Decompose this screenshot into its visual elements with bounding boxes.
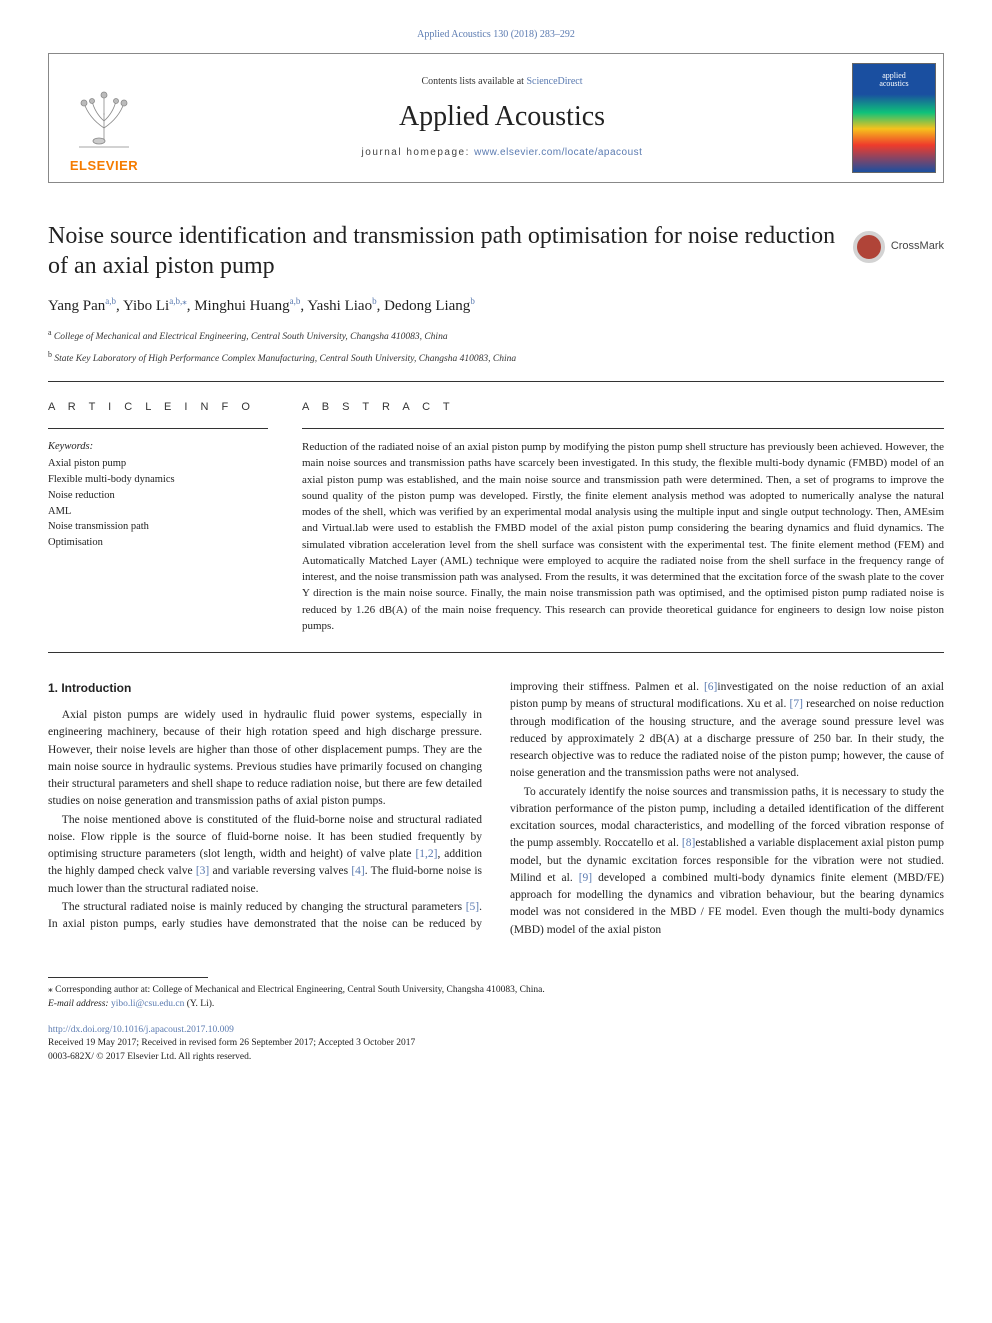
email-link[interactable]: yibo.li@csu.edu.cn xyxy=(111,999,184,1009)
doi-block: http://dx.doi.org/10.1016/j.apacoust.201… xyxy=(48,1024,944,1065)
footnote-divider xyxy=(48,977,208,978)
abstract-text: Reduction of the radiated noise of an ax… xyxy=(302,439,944,634)
homepage-link[interactable]: www.elsevier.com/locate/apacoust xyxy=(474,147,642,158)
corresponding-marker: ⁎ xyxy=(182,296,187,306)
paragraph: Axial piston pumps are widely used in hy… xyxy=(48,707,482,811)
article-title: Noise source identification and transmis… xyxy=(48,221,841,281)
crossmark-label: CrossMark xyxy=(891,239,944,255)
text-run: and variable reversing valves xyxy=(209,865,351,877)
affil-marker: a,b xyxy=(290,296,301,306)
keyword: Noise transmission path xyxy=(48,519,268,535)
email-person: (Y. Li). xyxy=(184,999,214,1009)
footnotes: ⁎ Corresponding author at: College of Me… xyxy=(48,984,944,1012)
cover-label-bottom: acoustics xyxy=(879,80,908,89)
text-run: The structural radiated noise is mainly … xyxy=(62,901,466,913)
sciencedirect-link[interactable]: ScienceDirect xyxy=(526,76,582,87)
issn-line: 0003-682X/ © 2017 Elsevier Ltd. All righ… xyxy=(48,1051,944,1065)
citation-link[interactable]: [8] xyxy=(682,837,695,849)
keywords-list: Axial piston pump Flexible multi-body dy… xyxy=(48,456,268,551)
cover-thumbnail: applied acoustics xyxy=(852,63,936,173)
affil-marker: a,b, xyxy=(169,296,182,306)
divider xyxy=(302,428,944,429)
paragraph: To accurately identify the noise sources… xyxy=(510,784,944,939)
citation-link[interactable]: [7] xyxy=(790,698,803,710)
publisher-logo: ELSEVIER xyxy=(49,54,159,182)
citation-link[interactable]: [1,2] xyxy=(415,848,437,860)
email-footnote: E-mail address: yibo.li@csu.edu.cn (Y. L… xyxy=(48,998,944,1012)
section-heading: 1. Introduction xyxy=(48,679,482,697)
contents-line: Contents lists available at ScienceDirec… xyxy=(421,75,582,90)
author-list: Yang Pana,b, Yibo Lia,b,⁎, Minghui Huang… xyxy=(48,295,944,318)
abstract-column: A B S T R A C T Reduction of the radiate… xyxy=(302,400,944,634)
author: Minghui Huang xyxy=(194,298,289,314)
doi-link[interactable]: http://dx.doi.org/10.1016/j.apacoust.201… xyxy=(48,1024,944,1038)
crossmark-badge[interactable]: CrossMark xyxy=(853,227,944,267)
article-info-column: A R T I C L E I N F O Keywords: Axial pi… xyxy=(48,400,268,634)
publisher-brand: ELSEVIER xyxy=(70,157,138,176)
text-run: researched on noise reduction through mo… xyxy=(510,698,944,779)
masthead: ELSEVIER Contents lists available at Sci… xyxy=(48,53,944,183)
affil-marker: b xyxy=(470,296,475,306)
elsevier-tree-icon xyxy=(69,83,139,153)
affiliation-text: State Key Laboratory of High Performance… xyxy=(54,354,516,364)
journal-cover: applied acoustics xyxy=(845,54,943,182)
divider xyxy=(48,428,268,429)
corresponding-footnote: ⁎ Corresponding author at: College of Me… xyxy=(48,984,944,998)
crossmark-icon xyxy=(853,231,885,263)
paragraph: The noise mentioned above is constituted… xyxy=(48,812,482,898)
received-line: Received 19 May 2017; Received in revise… xyxy=(48,1037,944,1051)
citation-link[interactable]: [6] xyxy=(704,681,717,693)
journal-name: Applied Acoustics xyxy=(399,97,605,138)
divider xyxy=(48,381,944,382)
affiliation-text: College of Mechanical and Electrical Eng… xyxy=(54,332,448,342)
author: Yibo Li xyxy=(123,298,169,314)
divider xyxy=(48,652,944,653)
affiliation-a: a College of Mechanical and Electrical E… xyxy=(48,327,944,345)
keyword: AML xyxy=(48,504,268,520)
keyword: Optimisation xyxy=(48,535,268,551)
homepage-prefix: journal homepage: xyxy=(362,147,475,158)
running-citation: Applied Acoustics 130 (2018) 283–292 xyxy=(48,28,944,43)
abstract-label: A B S T R A C T xyxy=(302,400,944,416)
keyword: Noise reduction xyxy=(48,488,268,504)
citation-link[interactable]: [3] xyxy=(196,865,209,877)
citation-link[interactable]: [9] xyxy=(579,872,592,884)
citation-link[interactable]: [5] xyxy=(466,901,479,913)
affil-marker: b xyxy=(372,296,377,306)
article-info-label: A R T I C L E I N F O xyxy=(48,400,268,416)
author: Dedong Liang xyxy=(384,298,470,314)
email-label: E-mail address: xyxy=(48,999,111,1009)
affil-marker: a,b xyxy=(105,296,116,306)
body-text: 1. Introduction Axial piston pumps are w… xyxy=(48,679,944,939)
keywords-label: Keywords: xyxy=(48,439,268,454)
author: Yashi Liao xyxy=(307,298,372,314)
masthead-center: Contents lists available at ScienceDirec… xyxy=(159,54,845,182)
author: Yang Pan xyxy=(48,298,105,314)
homepage-line: journal homepage: www.elsevier.com/locat… xyxy=(362,146,643,161)
keyword: Flexible multi-body dynamics xyxy=(48,472,268,488)
affiliation-b: b State Key Laboratory of High Performan… xyxy=(48,349,944,367)
citation-link[interactable]: [4] xyxy=(351,865,364,877)
contents-prefix: Contents lists available at xyxy=(421,76,526,87)
keyword: Axial piston pump xyxy=(48,456,268,472)
